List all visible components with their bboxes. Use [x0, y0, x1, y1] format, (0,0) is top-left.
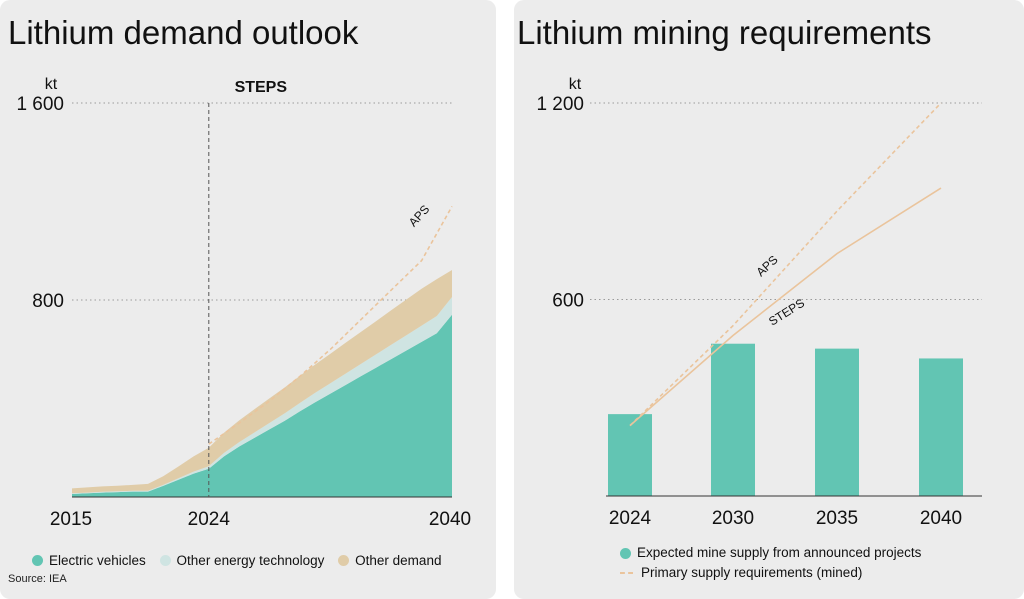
source-note: Source: IEA [8, 573, 67, 585]
legend-item-mine-supply: Expected mine supply from announced proj… [620, 543, 921, 563]
legend-item-other-energy-technology: Other energy technology [159, 553, 325, 568]
legend-label-mine-supply: Expected mine supply from announced proj… [637, 545, 922, 560]
x-tick-label: 2024 [188, 509, 231, 530]
x-tick-label: 2015 [50, 509, 92, 530]
legend-label-other-demand: Other demand [355, 553, 442, 568]
y-tick-label: 800 [32, 291, 64, 312]
aps-label: APS [406, 202, 432, 229]
area-electric-vehicles [72, 314, 452, 497]
legend-label-ev: Electric vehicles [49, 553, 146, 568]
legend-label-primary-supply: Primary supply requirements (mined) [641, 565, 863, 580]
line-steps [629, 187, 942, 427]
legend-swatch-primary-supply [620, 572, 633, 574]
steps-label: STEPS [235, 79, 288, 96]
bar-2024 [608, 414, 652, 496]
steps-label: STEPS [766, 296, 807, 329]
legend-item-primary-supply: Primary supply requirements (mined) [620, 563, 921, 583]
right-legend: Expected mine supply from announced proj… [620, 543, 921, 583]
x-tick-label: 2024 [609, 508, 652, 529]
aps-label: APS [753, 253, 780, 280]
x-tick-label: 2040 [429, 509, 471, 530]
legend-swatch-other-demand [338, 555, 350, 566]
x-tick-label: 2035 [816, 508, 858, 529]
left-chart-title: Lithium demand outlook [8, 14, 359, 51]
y-tick-label: 1 200 [536, 94, 584, 115]
y-axis-unit: kt [569, 76, 582, 93]
demand-outlook-panel: Lithium demand outlook 800 1 600 kt APS STEP… [0, 0, 496, 599]
aps-scenario-line [208, 206, 453, 445]
x-tick-label: 2030 [712, 508, 754, 529]
bar-2030 [711, 343, 755, 496]
line-aps [629, 102, 942, 427]
x-tick-label: 2040 [920, 508, 962, 529]
bar-2035 [815, 348, 859, 496]
legend-label-other-energy: Other energy technology [176, 553, 325, 568]
legend-item-other-demand: Other demand [338, 553, 441, 568]
legend-swatch-ev [32, 555, 43, 566]
bar-2040 [919, 358, 963, 496]
mining-requirements-panel: Lithium mining requirements 600 1 200 kt AP… [514, 0, 1024, 599]
y-tick-label: 1 600 [16, 94, 64, 115]
legend-swatch-mine-supply [620, 547, 631, 559]
y-tick-label: 600 [552, 291, 584, 312]
y-axis-unit: kt [45, 76, 58, 93]
legend-item-electric-vehicles: Electric vehicles [32, 553, 146, 568]
legend-swatch-other-energy [159, 555, 171, 566]
left-legend: Electric vehicles Other energy technolog… [32, 553, 451, 569]
right-chart-title: Lithium mining requirements [517, 14, 932, 51]
